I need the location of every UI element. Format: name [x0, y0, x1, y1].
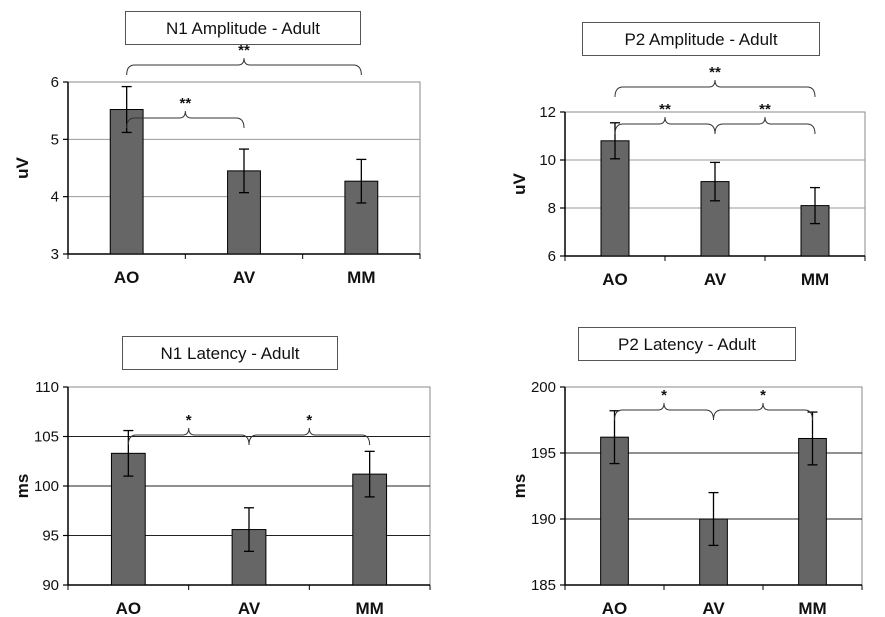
chart-svg: 185 190 195 200 AO AV MM ms * *: [510, 379, 863, 617]
y-tick-label: 200: [531, 379, 556, 396]
y-tick-label: 90: [42, 577, 59, 594]
significance-bracket: [714, 116, 816, 135]
significance-bracket: [127, 427, 250, 446]
y-tick-label: 4: [51, 189, 59, 206]
significance-bracket: [248, 427, 371, 446]
y-axis-label: ms: [510, 474, 529, 499]
bar: [231, 529, 267, 586]
significance-bracket: [713, 402, 813, 421]
x-category-label: AV: [238, 599, 261, 617]
y-tick-label: 95: [42, 528, 59, 545]
significance-bracket: [614, 79, 816, 98]
y-tick-label: 8: [548, 200, 556, 217]
significance-bracket: [614, 402, 714, 421]
significance-label: *: [306, 412, 312, 429]
chart-title: N1 Amplitude - Adult: [125, 11, 361, 45]
y-tick-label: 195: [531, 445, 556, 462]
significance-label: *: [760, 387, 766, 404]
chart-title: N1 Latency - Adult: [122, 336, 338, 370]
significance-label: **: [759, 101, 771, 118]
chart-title: P2 Amplitude - Adult: [582, 22, 820, 56]
significance-label: **: [179, 95, 191, 112]
x-category-label: AO: [116, 599, 142, 617]
x-category-label: AO: [602, 599, 628, 617]
bar: [600, 140, 630, 257]
x-category-label: AV: [702, 599, 725, 617]
y-axis-label: uV: [510, 172, 529, 194]
chart-panel-n1-amplitude: N1 Amplitude - Adult 3 4 5 6 AO AV MM uV ** **: [0, 0, 440, 300]
significance-label: *: [661, 387, 667, 404]
y-tick-label: 6: [548, 248, 556, 265]
x-category-label: AV: [233, 268, 256, 287]
y-axis-label: uV: [13, 156, 32, 178]
significance-label: *: [186, 412, 192, 429]
x-category-label: MM: [798, 599, 826, 617]
chart-title: P2 Latency - Adult: [578, 327, 796, 361]
bar: [800, 205, 830, 257]
y-tick-label: 190: [531, 511, 556, 528]
y-tick-label: 3: [51, 246, 59, 263]
chart-svg: 3 4 5 6 AO AV MM uV ** **: [13, 42, 421, 287]
x-category-label: MM: [347, 268, 375, 287]
y-tick-label: 100: [34, 478, 59, 495]
y-tick-label: 105: [34, 429, 59, 446]
x-category-label: AV: [704, 270, 727, 289]
y-tick-label: 10: [539, 152, 556, 169]
x-category-label: MM: [801, 270, 829, 289]
chart-panel-n1-latency: N1 Latency - Adult 90 95 100 105 110 AO AV MM ms…: [0, 305, 440, 617]
y-tick-label: 5: [51, 131, 59, 148]
y-tick-label: 12: [539, 104, 556, 121]
chart-svg: 90 95 100 105 110 AO AV MM ms * *: [13, 379, 431, 617]
significance-label: **: [659, 101, 671, 118]
y-axis-label: ms: [13, 474, 32, 499]
significance-bracket: [126, 57, 362, 76]
y-tick-label: 110: [35, 379, 59, 396]
significance-bracket: [614, 116, 716, 135]
chart-panel-p2-latency: P2 Latency - Adult 185 190 195 200 AO AV MM ms *…: [445, 305, 885, 617]
chart-svg: 6 8 10 12 AO AV MM uV ** ** **: [510, 64, 866, 289]
y-tick-label: 185: [531, 577, 556, 594]
significance-label: **: [238, 42, 250, 59]
significance-label: **: [709, 64, 721, 81]
x-category-label: AO: [602, 270, 628, 289]
chart-panel-p2-amplitude: P2 Amplitude - Adult 6 8 10 12 AO AV MM uV ** ** *…: [445, 0, 885, 300]
y-tick-label: 6: [51, 74, 59, 91]
significance-bracket: [126, 110, 245, 129]
x-category-label: MM: [356, 599, 384, 617]
x-category-label: AO: [114, 268, 140, 287]
